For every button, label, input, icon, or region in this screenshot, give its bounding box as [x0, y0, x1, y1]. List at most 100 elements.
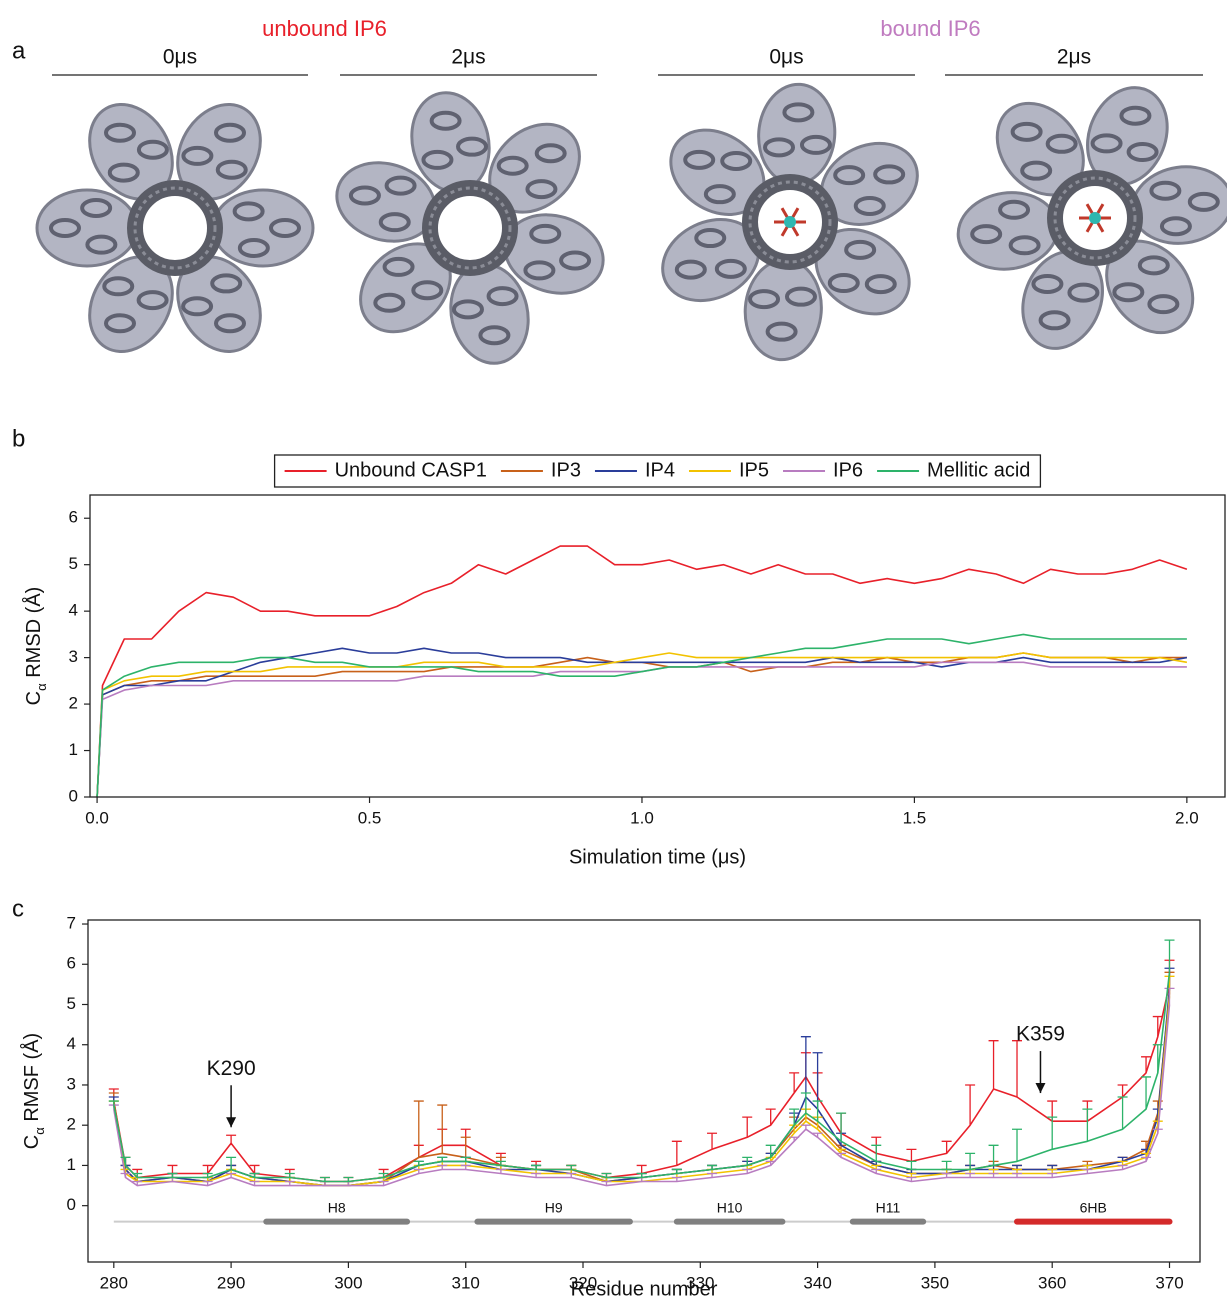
helix	[844, 239, 877, 260]
error-bar	[1152, 1128, 1163, 1134]
legend-label: IP4	[645, 459, 675, 481]
helix	[269, 218, 301, 238]
x-tick-label: 290	[217, 1273, 245, 1292]
group-title: bound IP6	[880, 16, 980, 41]
y-tick-label: 2	[67, 1115, 76, 1134]
error-bar	[378, 1172, 389, 1178]
error-bar	[707, 1164, 718, 1170]
error-bar	[378, 1180, 389, 1186]
x-tick-label: 1.5	[903, 808, 927, 827]
plot-frame	[89, 494, 1226, 798]
y-tick-label: 3	[69, 647, 78, 666]
time-label: 2μs	[1057, 46, 1091, 69]
error-bar	[202, 1180, 213, 1186]
error-bar	[988, 1144, 999, 1166]
helix	[784, 286, 817, 307]
region-label: 6HB	[1080, 1199, 1107, 1215]
error-bar	[460, 1136, 471, 1158]
error-bar	[871, 1168, 882, 1174]
time-label: 0μs	[163, 46, 197, 69]
error-bar	[132, 1172, 143, 1178]
x-tick-label: 330	[686, 1273, 714, 1292]
protein-domain	[743, 258, 823, 362]
x-tick-label: 360	[1038, 1273, 1066, 1292]
series-line	[96, 545, 1188, 798]
x-tick-label: 1.0	[630, 808, 654, 827]
error-bar	[284, 1180, 295, 1186]
helix	[864, 274, 897, 295]
helix	[348, 185, 381, 206]
annotation-arrowhead	[1035, 1083, 1046, 1094]
helix	[748, 289, 781, 310]
helix	[1067, 282, 1100, 303]
helix	[486, 286, 519, 307]
time-label: 2μs	[451, 46, 485, 69]
helix	[411, 280, 444, 301]
helix	[523, 260, 556, 281]
time-label: 0μs	[769, 46, 803, 69]
error-bar	[906, 1172, 917, 1178]
error-bar	[836, 1152, 847, 1158]
helix	[703, 184, 736, 205]
helix	[1020, 160, 1053, 181]
x-tick-label: 320	[569, 1273, 597, 1292]
error-bar	[965, 1152, 976, 1170]
protein-domain	[488, 122, 581, 214]
error-bar	[836, 1148, 847, 1154]
error-bar	[1117, 1164, 1128, 1170]
error-bar	[671, 1176, 682, 1182]
error-bar	[437, 1156, 448, 1162]
helix	[104, 313, 136, 334]
y-tick-label: 0	[67, 1195, 76, 1214]
error-bar	[965, 1172, 976, 1178]
helix	[215, 159, 248, 180]
helix	[421, 149, 454, 170]
series-line	[113, 972, 1171, 1183]
y-tick-label: 7	[67, 914, 76, 933]
error-bar	[1164, 939, 1175, 973]
series-line	[96, 633, 1187, 798]
helix	[998, 199, 1031, 220]
helix	[873, 164, 906, 185]
y-tick-label: 0	[69, 786, 78, 805]
series-line	[96, 652, 1187, 798]
annotation-arrowhead	[226, 1117, 237, 1128]
helix	[107, 162, 140, 183]
helix	[1010, 121, 1043, 142]
helix	[378, 212, 411, 233]
error-bar	[765, 1144, 776, 1158]
helix	[853, 195, 886, 216]
helix	[1126, 142, 1159, 163]
error-bar	[988, 1168, 999, 1174]
error-bar	[871, 1144, 882, 1162]
protein-domain	[359, 242, 452, 334]
y-tick-label: 2	[69, 694, 78, 713]
helix	[496, 155, 529, 176]
error-bar	[319, 1176, 330, 1182]
error-bar	[800, 1036, 811, 1098]
error-bar	[906, 1148, 917, 1162]
helix	[1137, 255, 1170, 276]
helix	[384, 175, 417, 196]
error-bar	[460, 1164, 471, 1170]
region-label: H9	[545, 1199, 563, 1215]
error-bar	[906, 1176, 917, 1182]
helix	[1008, 235, 1041, 256]
protein-structure	[335, 91, 605, 365]
panel-label: b	[12, 425, 25, 452]
y-axis-label-part: C	[21, 1135, 43, 1149]
helix	[833, 165, 866, 186]
error-bar	[108, 1100, 119, 1106]
y-tick-label: 3	[67, 1074, 76, 1093]
error-bar	[988, 1172, 999, 1178]
error-bar	[1141, 1156, 1152, 1162]
error-bar	[226, 1134, 237, 1144]
error-bar	[1117, 1084, 1128, 1098]
helix	[529, 223, 562, 244]
legend: Unbound CASP1 IP3 IP4 IP5 IP6 Mellitic acid	[273, 454, 1042, 488]
error-bar	[343, 1176, 354, 1182]
y-axis-label-part: α	[32, 1127, 47, 1135]
error-bar	[765, 1108, 776, 1126]
region-label: H10	[717, 1199, 743, 1215]
error-bar	[601, 1172, 612, 1178]
